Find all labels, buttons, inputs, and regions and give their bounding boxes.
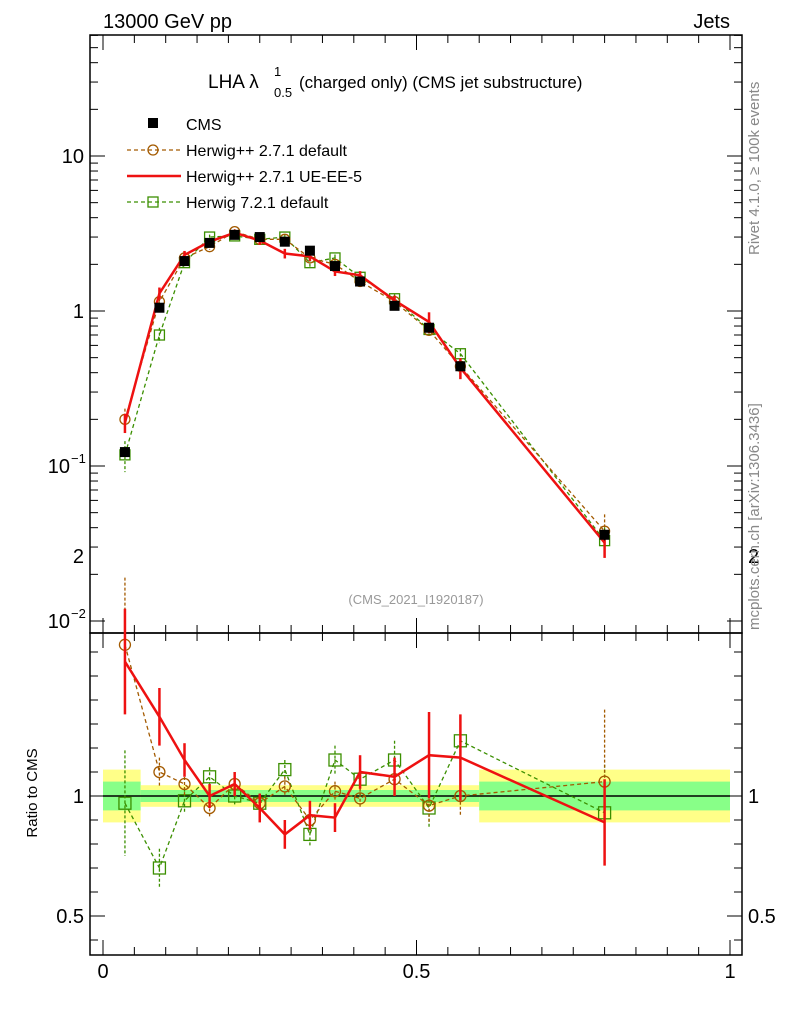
main-ytick-exponent: −2 bbox=[71, 606, 86, 621]
cms-point bbox=[389, 300, 400, 311]
rivet-label: Rivet 4.1.0, ≥ 100k events bbox=[746, 81, 763, 255]
herwig721-main-line bbox=[124, 235, 606, 542]
legend-herwig-default-marker bbox=[147, 144, 159, 156]
cms-point bbox=[154, 302, 165, 313]
watermark: (CMS_2021_I1920187) bbox=[348, 592, 483, 607]
ratio-ytick-label: 2 bbox=[73, 546, 84, 568]
plot-title: LHA λ 1 0.5 (charged only) (CMS jet subs… bbox=[208, 64, 582, 100]
legend-herwig721-marker bbox=[147, 196, 159, 208]
ratio-ytick-label: 0.5 bbox=[56, 906, 84, 928]
main-ytick-label: 10 bbox=[62, 146, 84, 168]
herwig721-main-point bbox=[153, 329, 166, 341]
legend-cms-marker bbox=[148, 118, 158, 128]
herwig721-ratio-point bbox=[118, 796, 132, 810]
herwig_default-ratio-point bbox=[328, 785, 342, 798]
cms-point bbox=[304, 245, 315, 256]
header-left: 13000 GeV pp bbox=[103, 11, 232, 33]
xtick-label: 1 bbox=[724, 961, 735, 983]
header-right: Jets bbox=[693, 11, 730, 33]
cms-point bbox=[279, 236, 290, 247]
title-subscript: 0.5 bbox=[274, 85, 292, 100]
cms-point bbox=[204, 237, 215, 248]
legend-herwig-ueee5-label: Herwig++ 2.7.1 UE-EE-5 bbox=[186, 169, 362, 186]
herwig721-ratio-point bbox=[278, 762, 292, 777]
herwig_ueee5-ratio-line bbox=[123, 660, 606, 837]
ratio-ytick-label-right: 0.5 bbox=[748, 906, 776, 928]
cms-point bbox=[455, 361, 466, 372]
ratio-ytick-label-right: 2 bbox=[748, 546, 759, 568]
main-ytick-label: 10 bbox=[48, 611, 70, 633]
xtick-label: 0 bbox=[97, 961, 108, 983]
title-main: LHA λ bbox=[208, 72, 259, 93]
title-superscript: 1 bbox=[274, 64, 281, 79]
cms-point bbox=[254, 232, 265, 243]
legend-cms-label: CMS bbox=[186, 117, 222, 134]
herwig_ueee5-main-line bbox=[123, 231, 606, 544]
cms-point bbox=[119, 447, 130, 458]
cms-point bbox=[229, 229, 240, 240]
ratio-ytick-label-right: 1 bbox=[748, 786, 759, 808]
mcplots-label: mcplots.cern.ch [arXiv:1306.3436] bbox=[746, 403, 763, 630]
ratio-ytick-label: 1 bbox=[73, 786, 84, 808]
herwig_default-ratio-line bbox=[124, 644, 605, 822]
cms-point bbox=[179, 256, 190, 267]
herwig721-ratio-line bbox=[124, 739, 605, 870]
legend: CMS Herwig++ 2.7.1 default Herwig++ 2.7.… bbox=[127, 117, 362, 212]
main-ytick-label: 10 bbox=[48, 456, 70, 478]
cms-point bbox=[355, 276, 366, 287]
herwig721-ratio-point bbox=[152, 861, 167, 875]
herwig_default-ratio-point bbox=[178, 777, 191, 791]
xtick-label: 0.5 bbox=[403, 961, 431, 983]
cms-point bbox=[424, 322, 435, 333]
herwig721-ratio-point bbox=[202, 770, 217, 784]
main-ytick-exponent: −1 bbox=[71, 451, 86, 466]
legend-herwig-default-label: Herwig++ 2.7.1 default bbox=[186, 143, 348, 160]
herwig_default-ratio-point bbox=[353, 792, 367, 805]
herwig721-ratio-point bbox=[328, 753, 342, 767]
ratio-panel: 0 0.5 1 0.5 0.5 1 1 2 2 bbox=[56, 546, 776, 983]
legend-herwig721-label: Herwig 7.2.1 default bbox=[186, 195, 329, 212]
title-rest: (charged only) (CMS jet substructure) bbox=[299, 73, 582, 92]
herwig_default-ratio-point bbox=[278, 780, 291, 793]
ratio-ylabel: Ratio to CMS bbox=[24, 748, 41, 837]
svg-text:LHA λ: LHA λ bbox=[208, 72, 259, 93]
herwig_default-ratio-point bbox=[422, 799, 436, 812]
herwig_default-ratio-point bbox=[153, 765, 166, 779]
cms-point bbox=[599, 529, 610, 540]
main-ytick-label: 1 bbox=[73, 301, 84, 323]
cms-point bbox=[329, 261, 340, 272]
